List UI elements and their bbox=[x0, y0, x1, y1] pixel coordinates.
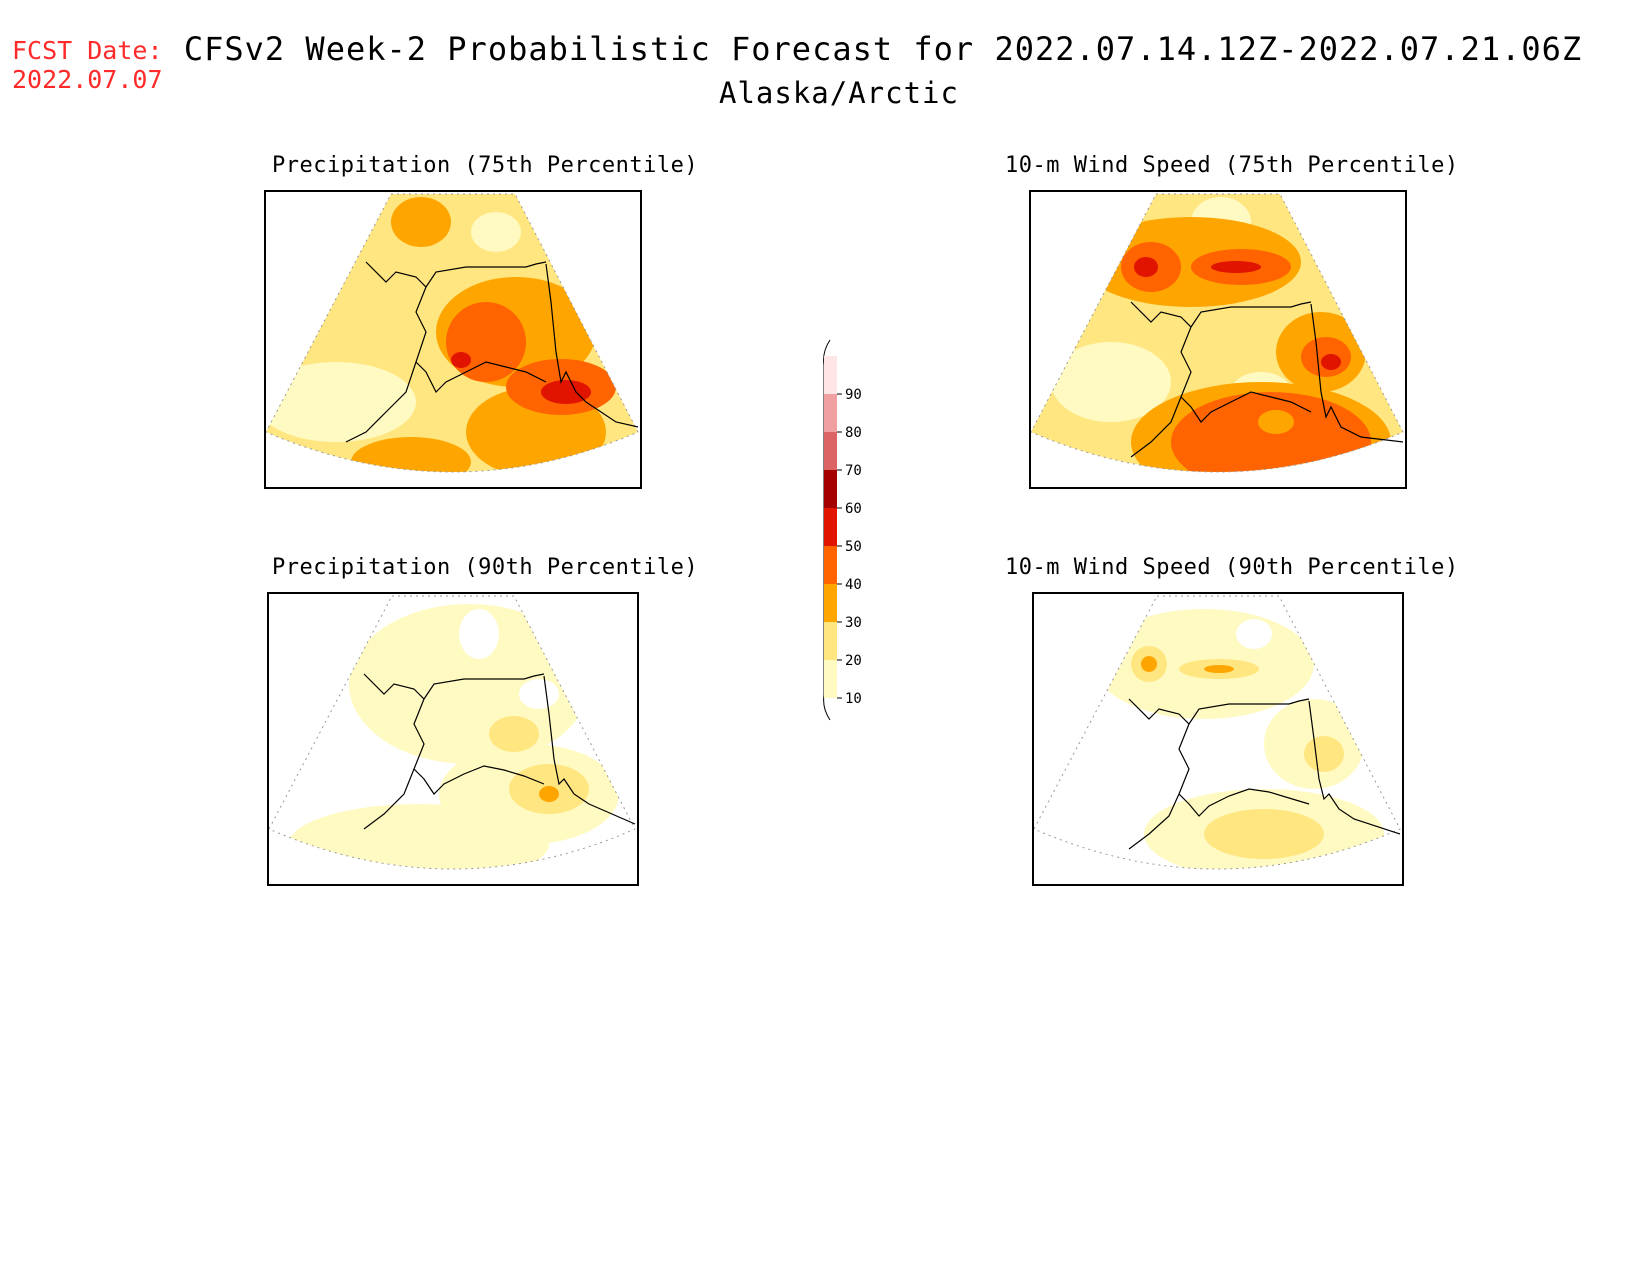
legend-tick-label: 90 bbox=[845, 387, 862, 403]
map-precip-75 bbox=[264, 190, 642, 489]
color-legend-svg: 10 20 30 40 50 60 70 80 90 bbox=[823, 339, 862, 721]
legend-swatch bbox=[824, 622, 837, 660]
coastline-outline bbox=[345, 261, 639, 443]
legend-tick-label: 80 bbox=[845, 425, 862, 441]
map-wind-90 bbox=[1032, 592, 1404, 886]
page-title: CFSv2 Week-2 Probabilistic Forecast for … bbox=[183, 30, 1583, 68]
legend-tick-label: 60 bbox=[845, 501, 862, 517]
coastline-outline bbox=[1130, 301, 1404, 458]
color-legend: 10 20 30 40 50 60 70 80 90 bbox=[820, 330, 880, 730]
panel-title-precip-75: Precipitation (75th Percentile) bbox=[272, 153, 699, 178]
legend-swatch bbox=[824, 508, 837, 546]
forecast-date-value: 2022.07.07 bbox=[12, 65, 163, 94]
map-wind-90-svg bbox=[1034, 595, 1401, 870]
legend-swatch bbox=[824, 356, 837, 394]
region-subtitle: Alaska/Arctic bbox=[719, 76, 959, 110]
coastline-outline bbox=[363, 673, 636, 830]
map-precip-90 bbox=[267, 592, 639, 886]
panel-title-precip-90: Precipitation (90th Percentile) bbox=[272, 555, 699, 580]
forecast-date-label: FCST Date: bbox=[12, 36, 163, 65]
legend-tick-label: 50 bbox=[845, 539, 862, 555]
legend-tick-label: 70 bbox=[845, 463, 862, 479]
legend-tick-label: 40 bbox=[845, 577, 862, 593]
legend-swatch bbox=[824, 470, 837, 508]
legend-swatch bbox=[824, 394, 837, 432]
forecast-date-block: FCST Date: 2022.07.07 bbox=[12, 36, 163, 94]
legend-swatch bbox=[824, 584, 837, 622]
legend-swatch bbox=[824, 660, 837, 698]
map-wind-75-svg bbox=[1031, 193, 1404, 473]
panel-title-wind-90: 10-m Wind Speed (90th Percentile) bbox=[1005, 555, 1459, 580]
legend-swatch bbox=[824, 546, 837, 584]
legend-swatch bbox=[824, 432, 837, 470]
legend-tick-label: 10 bbox=[845, 691, 862, 707]
coastline-outline bbox=[1128, 698, 1401, 850]
panel-title-wind-75: 10-m Wind Speed (75th Percentile) bbox=[1005, 153, 1459, 178]
legend-tick-label: 20 bbox=[845, 653, 862, 669]
legend-tick-label: 30 bbox=[845, 615, 862, 631]
map-precip-75-svg bbox=[266, 193, 639, 473]
map-wind-75 bbox=[1029, 190, 1407, 489]
map-precip-90-svg bbox=[269, 595, 636, 870]
